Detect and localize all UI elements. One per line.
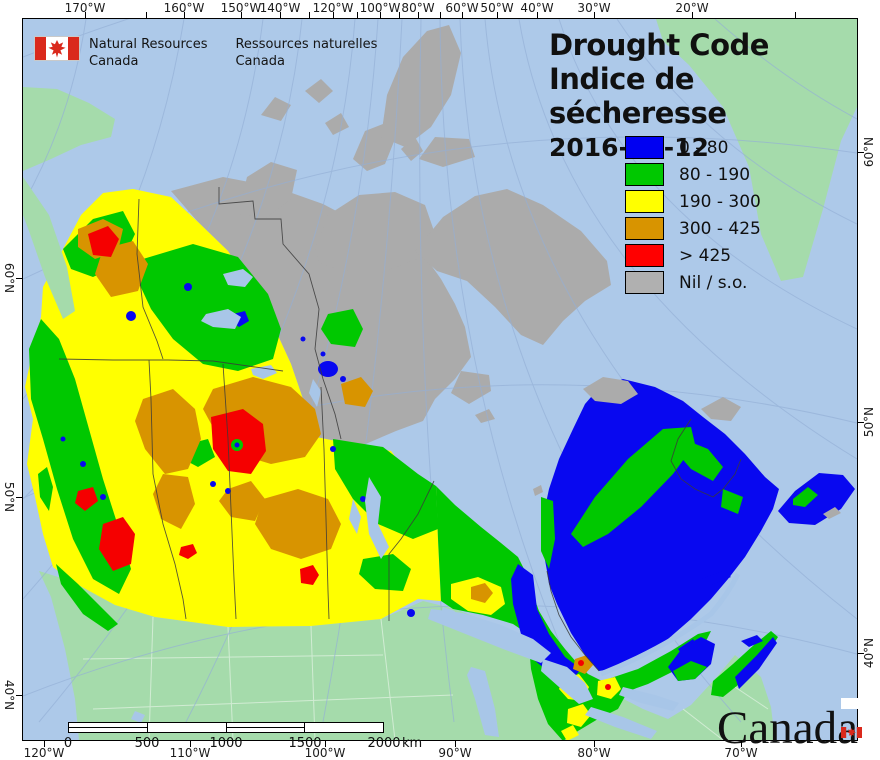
legend-item: 80 - 190 [625, 161, 761, 188]
map-frame: 0 500 1000 1500 2000 km Canada [22, 18, 862, 753]
state-borders [82, 616, 769, 740]
great-slave-lake [201, 309, 241, 329]
legend-label: 80 - 190 [679, 164, 751, 185]
scale-label-2000: 2000 [367, 736, 401, 751]
greenland [656, 19, 857, 281]
lake-ontario [619, 687, 679, 711]
lake-huron [541, 659, 593, 704]
legend-label: 0 - 80 [679, 137, 729, 158]
west-canada-drought [25, 189, 441, 631]
lon-label: 60°W [445, 1, 479, 15]
devon-island [419, 137, 475, 167]
canada-wordmark: Canada [717, 698, 862, 754]
canada-flag-icon [840, 698, 862, 738]
great-bear-lake [223, 269, 253, 287]
scale-label-500: 500 [134, 736, 160, 751]
scale-bar: 0 500 1000 1500 2000 km [64, 722, 422, 751]
alaska [23, 87, 115, 171]
lon-label: 80°W [577, 746, 611, 760]
lon-label: 100°W [359, 1, 401, 15]
banks-island [238, 162, 297, 218]
legend-swatch-red [625, 244, 664, 267]
lat-label: 40°N [2, 679, 16, 711]
agency-name-en: Natural Resources Canada [89, 37, 208, 69]
southampton-island [451, 371, 491, 404]
legend-label: 300 - 425 [679, 218, 761, 239]
alaska-panhandle [23, 177, 75, 319]
lakes [131, 269, 741, 739]
scale-label-0: 0 [63, 736, 73, 751]
lon-label: 110°W [169, 746, 211, 760]
lon-label: 120°W [23, 746, 65, 760]
scale-label-1000: 1000 [209, 736, 243, 751]
nrcan-logo: Natural Resources Canada Ressources natu… [34, 36, 377, 70]
lake-winnipeg [365, 477, 389, 559]
lon-label: 170°W [64, 1, 106, 15]
lake-erie [585, 707, 657, 739]
anticosti-island [701, 571, 731, 585]
map-canvas [23, 19, 857, 740]
lat-label: 40°N [862, 637, 876, 669]
legend-item: 190 - 300 [625, 188, 761, 215]
legend-item: 300 - 425 [625, 215, 761, 242]
lon-label: 20°W [675, 1, 709, 15]
legend-item: > 425 [625, 242, 761, 269]
legend-swatch-orange [625, 217, 664, 240]
admin-borders [58, 187, 742, 672]
baffin-island [415, 189, 611, 345]
lon-label: 30°W [577, 1, 611, 15]
legend-label: 190 - 300 [679, 191, 761, 212]
lon-label: 90°W [438, 746, 472, 760]
ungava-gray [583, 377, 638, 404]
lake-michigan [467, 667, 499, 737]
labrador-gray [701, 397, 741, 421]
title-fr: Indice de sécheresse [549, 62, 727, 130]
lat-label: 50°N [2, 481, 16, 513]
st-lawrence-river [600, 572, 741, 677]
lon-label: 160°W [163, 1, 205, 15]
legend-swatch-blue [625, 136, 664, 159]
lon-label: 120°W [312, 1, 354, 15]
legend-swatch-yellow [625, 190, 664, 213]
title-en: Drought Code [549, 28, 769, 62]
pei [741, 635, 763, 647]
legend-swatch-green [625, 163, 664, 186]
legend-label: > 425 [679, 245, 732, 266]
lat-label: 50°N [862, 406, 876, 438]
lat-label: 60°N [862, 136, 876, 168]
victoria-island [315, 192, 434, 273]
lon-label: 100°W [304, 746, 346, 760]
canada-wordmark-text: Canada [717, 698, 862, 754]
lon-label: 50°W [480, 1, 514, 15]
legend-label: Nil / s.o. [679, 272, 748, 293]
agency-name-fr: Ressources naturelles Canada [235, 37, 378, 69]
map-title: Drought Code Indice de sécheresse 2016-0… [549, 28, 880, 162]
scale-bar-graphic [68, 722, 384, 733]
scale-unit: km [402, 736, 423, 751]
legend-swatch-gray [625, 271, 664, 294]
vancouver-island [56, 564, 118, 631]
legend: 0 - 80 80 - 190 190 - 300 300 - 425 > 42… [625, 134, 761, 296]
canada-flag-icon [34, 36, 80, 61]
atlantic-drought [668, 473, 855, 697]
lon-label: 150°W [220, 1, 262, 15]
lon-label: 40°W [520, 1, 554, 15]
lake-superior [428, 609, 551, 663]
scale-label-1500: 1500 [288, 736, 322, 751]
haida-gwaii [38, 467, 53, 511]
arctic-nil-land [171, 25, 611, 496]
lat-label: 60°N [2, 262, 16, 294]
lon-label: 70°W [724, 746, 758, 760]
lon-label: 140°W [259, 1, 301, 15]
nova-scotia [711, 631, 778, 697]
nil-overlays [583, 377, 741, 421]
legend-item: Nil / s.o. [625, 269, 761, 296]
legend-item: 0 - 80 [625, 134, 761, 161]
lon-label: 80°W [401, 1, 435, 15]
